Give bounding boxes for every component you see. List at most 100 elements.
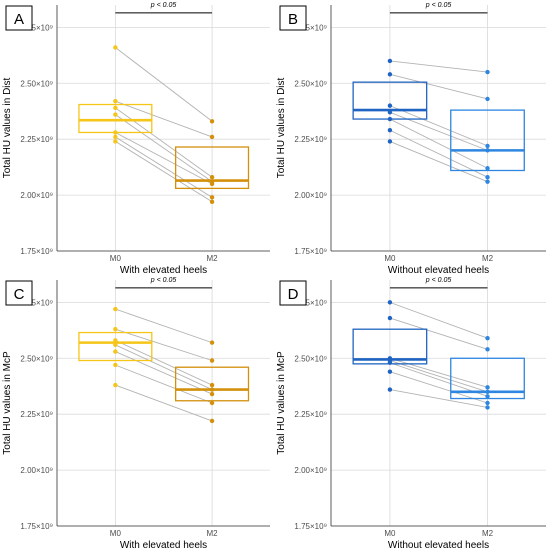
- panel-a: 1.75×10⁹ 2.00×10⁹ 2.25×10⁹ 2.50×10⁹ 2.75×10⁹…: [2, 2, 270, 276]
- y-tick-label: 1.75×10⁹: [20, 522, 53, 531]
- data-point-m0: [387, 315, 393, 321]
- data-point-m0: [113, 112, 118, 117]
- data-point-m0: [113, 327, 118, 332]
- paired-line: [115, 364, 213, 404]
- data-point-m2: [485, 69, 490, 75]
- y-axis-title: Total HU values in McP: [2, 351, 13, 455]
- paired-line: [389, 317, 488, 350]
- data-point-m0: [113, 342, 118, 348]
- y-axis-title: Total HU values in Dist: [276, 77, 287, 178]
- panel-d: 1.75×10⁹ 2.00×10⁹ 2.25×10⁹ 2.50×10⁹ 2.75×10⁹…: [276, 277, 546, 551]
- data-point-m2: [485, 175, 490, 180]
- paired-line: [389, 371, 488, 404]
- y-axis-title: Total HU values in McP: [276, 351, 287, 455]
- y-tick-label: 2.00×10⁹: [294, 466, 327, 475]
- y-tick-label: 2.00×10⁹: [20, 466, 53, 475]
- data-point-m0: [113, 130, 118, 135]
- panel-letter-box: [5, 280, 33, 306]
- y-tick-label: 2.50×10⁹: [294, 79, 327, 88]
- data-point-m0: [387, 360, 393, 365]
- x-axis-title: With elevated heels: [120, 540, 207, 551]
- data-point-m2: [209, 400, 215, 406]
- paired-line: [115, 339, 213, 386]
- x-tick-label: M0: [384, 529, 396, 538]
- paired-line: [389, 129, 488, 178]
- y-tick-label: 2.25×10⁹: [294, 135, 327, 144]
- y-tick-label: 2.50×10⁹: [20, 79, 53, 88]
- data-point-m0: [113, 362, 118, 368]
- y-tick-label: 2.25×10⁹: [294, 410, 327, 419]
- box-m2: [450, 109, 525, 172]
- data-point-m2: [485, 166, 490, 171]
- y-tick-label: 1.75×10⁹: [294, 522, 327, 531]
- x-tick-label: M2: [207, 529, 219, 538]
- panel-letter-box: [279, 280, 307, 306]
- x-tick-label: M0: [384, 254, 396, 263]
- data-point-m2: [209, 199, 215, 204]
- data-point-m2: [209, 358, 215, 363]
- data-point-m2: [485, 179, 490, 184]
- panel-letter-box: [5, 5, 33, 31]
- data-point-m0: [113, 306, 118, 312]
- box-m0: [78, 331, 153, 362]
- data-point-m0: [113, 349, 118, 354]
- data-point-m0: [387, 72, 393, 77]
- paired-line: [115, 141, 213, 203]
- x-tick-label: M2: [482, 529, 494, 538]
- data-point-m0: [113, 382, 118, 388]
- data-point-m0: [387, 139, 393, 144]
- data-point-m0: [387, 103, 393, 108]
- data-point-m0: [113, 338, 118, 343]
- panel-letter-box: [279, 5, 307, 31]
- y-tick-label: 2.75×10⁹: [294, 298, 327, 307]
- y-tick-label: 2.50×10⁹: [294, 354, 327, 363]
- box-m2: [174, 366, 250, 402]
- data-point-m2: [209, 134, 215, 140]
- panel-c: 1.75×10⁹ 2.00×10⁹ 2.25×10⁹ 2.50×10⁹ 2.75×10⁹…: [2, 277, 270, 551]
- data-point-m2: [209, 382, 215, 388]
- y-tick-label: 2.25×10⁹: [20, 135, 53, 144]
- panel-b: 1.75×10⁹ 2.00×10⁹ 2.25×10⁹ 2.50×10⁹ 2.75×10⁹…: [276, 2, 546, 276]
- data-point-m0: [387, 116, 393, 122]
- y-axis-title: Total HU values in Dist: [2, 77, 13, 178]
- paired-line: [389, 111, 488, 151]
- x-axis-title: With elevated heels: [120, 265, 207, 276]
- y-tick-label: 1.75×10⁹: [294, 247, 327, 256]
- data-point-m2: [209, 195, 215, 200]
- paired-line: [389, 301, 488, 339]
- y-tick-label: 2.75×10⁹: [20, 23, 53, 32]
- panel-letter: B: [288, 11, 298, 28]
- paired-line: [389, 360, 488, 393]
- paired-line: [115, 132, 213, 185]
- data-point-m0: [113, 134, 118, 140]
- x-axis-title: Without elevated heels: [388, 265, 489, 276]
- x-tick-label: M0: [110, 254, 122, 263]
- paired-line: [115, 384, 213, 422]
- data-point-m2: [485, 405, 490, 410]
- paired-line: [389, 73, 488, 100]
- data-point-m0: [387, 110, 393, 115]
- data-point-m0: [113, 139, 118, 144]
- paired-line: [115, 351, 213, 395]
- data-point-m2: [485, 389, 490, 395]
- paired-line: [389, 389, 488, 408]
- panel-letter: C: [14, 286, 25, 303]
- panel-letter: D: [288, 286, 299, 303]
- paired-line: [389, 141, 488, 183]
- data-point-m2: [209, 175, 215, 180]
- paired-line: [115, 308, 213, 344]
- data-point-m2: [209, 181, 215, 187]
- data-point-m2: [209, 340, 215, 345]
- data-point-m0: [387, 128, 393, 133]
- panel-letter: A: [14, 11, 24, 28]
- paired-line: [389, 118, 488, 169]
- box-m2: [450, 357, 525, 400]
- data-point-m2: [485, 143, 490, 149]
- x-tick-label: M2: [482, 254, 494, 263]
- paired-line: [115, 344, 213, 390]
- significance-label: p < 0.05: [425, 277, 452, 284]
- significance-label: p < 0.05: [150, 277, 177, 284]
- paired-line: [115, 47, 213, 122]
- y-tick-label: 1.75×10⁹: [20, 247, 53, 256]
